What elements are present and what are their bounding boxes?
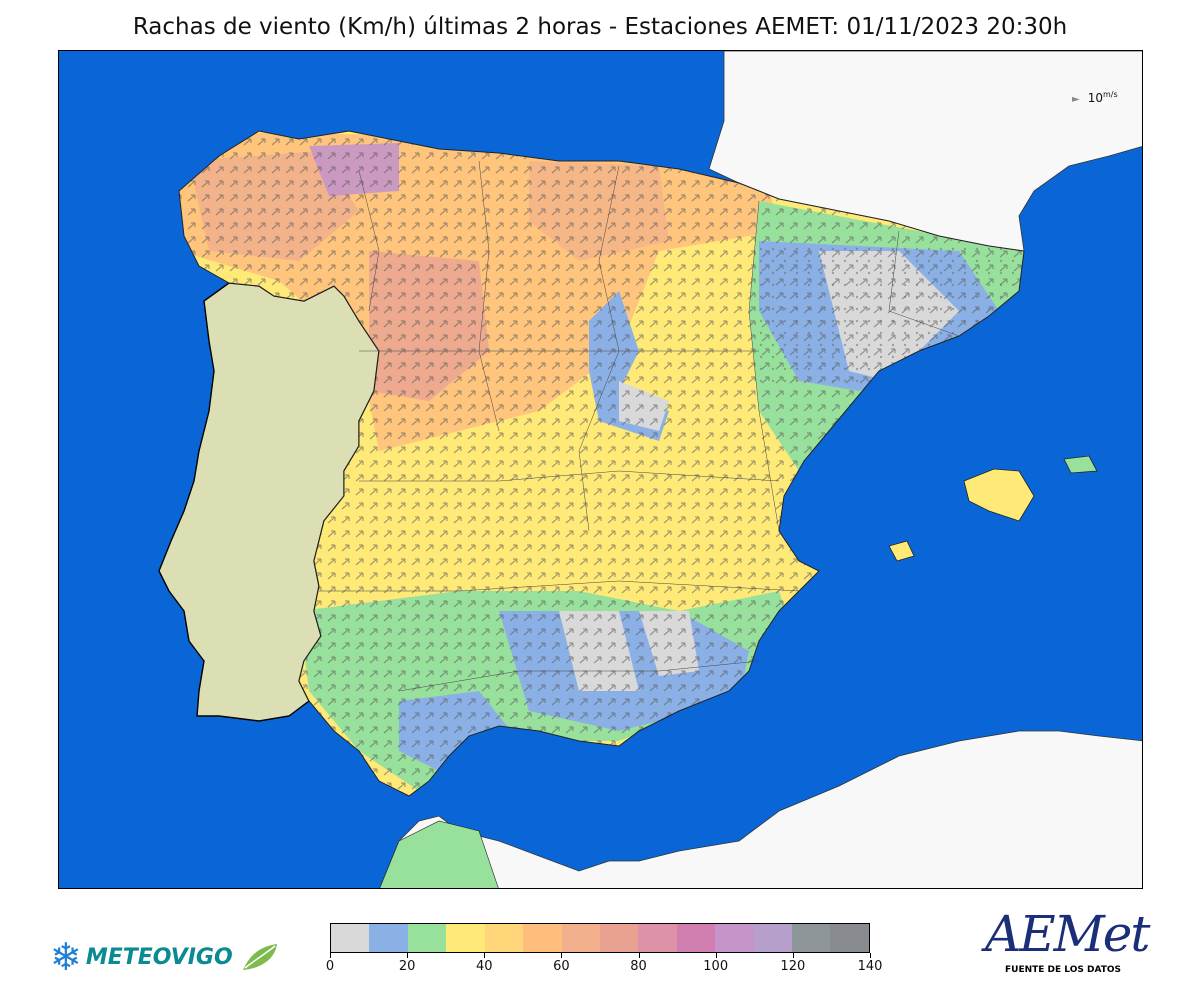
colorbar-ticks: 0 20 40 60 80 100 120 140: [326, 953, 882, 983]
colorbar-tick-label: 60: [553, 959, 570, 974]
colorbar-tick: [870, 953, 871, 958]
colorbar-tick: [330, 953, 331, 958]
colorbar-segment: [484, 924, 524, 952]
colorbar-tick: [407, 953, 409, 958]
colorbar-tick-label: 120: [780, 959, 806, 974]
colorbar-segment: [446, 924, 485, 952]
colorbar-segment: [407, 924, 447, 952]
province-borders: [319, 160, 960, 692]
colorbar-tick-label: 140: [857, 959, 883, 974]
snowflake-icon: ❄: [50, 935, 82, 979]
scale-key-unit: m/s: [1102, 90, 1118, 99]
colorbar-segment: [715, 924, 754, 952]
colorbar-segment: [638, 924, 677, 952]
africa-landmass: [379, 730, 1142, 888]
colorbar-segment: [369, 924, 408, 952]
colorbar-segment: [830, 924, 869, 952]
aemet-logo: AEMet FUENTE DE LOS DATOS: [985, 905, 1160, 985]
colorbar-segment: [676, 924, 716, 952]
map-title: Rachas de viento (Km/h) últimas 2 horas …: [132, 14, 1068, 40]
meteovigo-logo: ❄ METEOVIGO: [50, 938, 279, 976]
africa-coast-patch: [379, 820, 499, 888]
colorbar-tick: [792, 953, 794, 958]
colorbar-tick: [561, 953, 563, 958]
colorbar-tick-label: 100: [703, 959, 729, 974]
colorbar-tick: [715, 953, 717, 958]
colorbar-tick-label: 20: [398, 959, 416, 974]
aemet-subtitle: FUENTE DE LOS DATOS: [1005, 965, 1121, 975]
balearic-menorca: [1063, 455, 1098, 474]
colorbar-tick-label: 0: [325, 959, 335, 974]
scale-key-value: 10: [1087, 91, 1103, 105]
wind-scale-key: ► 10m/s: [1072, 90, 1118, 105]
colorbar-segment: [331, 924, 370, 952]
colorbar: [330, 923, 870, 953]
map-canvas: [158, 51, 1142, 888]
meteovigo-wordmark: METEOVIGO: [85, 944, 233, 970]
colorbar-segment: [792, 924, 831, 952]
balearic-mallorca: [963, 468, 1035, 522]
colorbar-segment: [561, 924, 600, 952]
colorbar-tick: [484, 953, 486, 958]
colorbar-segment: [753, 924, 793, 952]
colorbar-segment: [599, 924, 639, 952]
colorbar-segment: [523, 924, 562, 952]
colorbar-tick-label: 40: [476, 959, 493, 974]
colorbar-tick-label: 80: [630, 959, 647, 974]
leaf-icon: [242, 944, 277, 970]
spain-outline: [178, 130, 1025, 797]
balearic-ibiza: [888, 540, 915, 562]
aemet-wordmark: AEMet: [985, 905, 1150, 963]
colorbar-tick: [638, 953, 640, 958]
scale-arrow-icon: ►: [1072, 94, 1080, 105]
wind-gust-map[interactable]: [58, 50, 1143, 889]
